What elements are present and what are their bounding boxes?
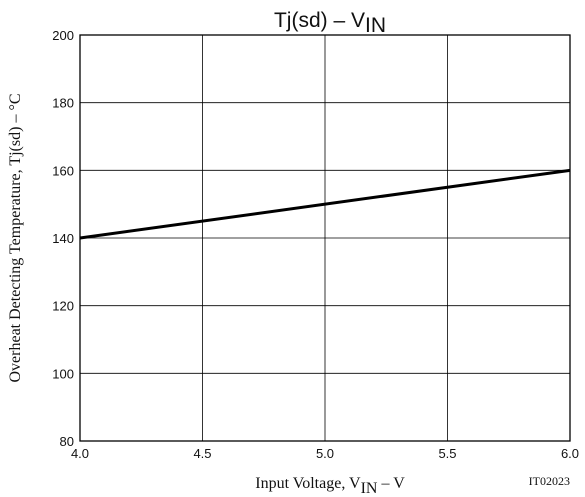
chart-title: Tj(sd) – VIN [274,9,386,37]
x-tick-label: 4.5 [193,446,211,461]
y-tick-label: 200 [52,28,74,43]
series-line [79,168,571,240]
figure-code: IT02023 [529,474,570,488]
y-tick-label: 100 [52,366,74,381]
series-layer [79,168,571,240]
y-tick-label: 140 [52,231,74,246]
y-tick-label: 80 [60,434,74,449]
y-tick-labels: 80 100 120 140 160 180 200 [52,28,74,449]
x-tick-label: 5.5 [438,446,456,461]
x-tick-label: 6.0 [561,446,579,461]
x-tick-label: 5.0 [316,446,334,461]
x-tick-label: 4.0 [71,446,89,461]
y-tick-label: 180 [52,96,74,111]
x-tick-labels: 4.0 4.5 5.0 5.5 6.0 [71,446,579,461]
x-axis-label: Input Voltage, VIN – V [255,475,405,497]
y-tick-label: 160 [52,163,74,178]
y-axis-label: Overheat Detecting Temperature, Tj(sd) –… [7,93,24,382]
grid [79,34,571,442]
y-tick-label: 120 [52,299,74,314]
